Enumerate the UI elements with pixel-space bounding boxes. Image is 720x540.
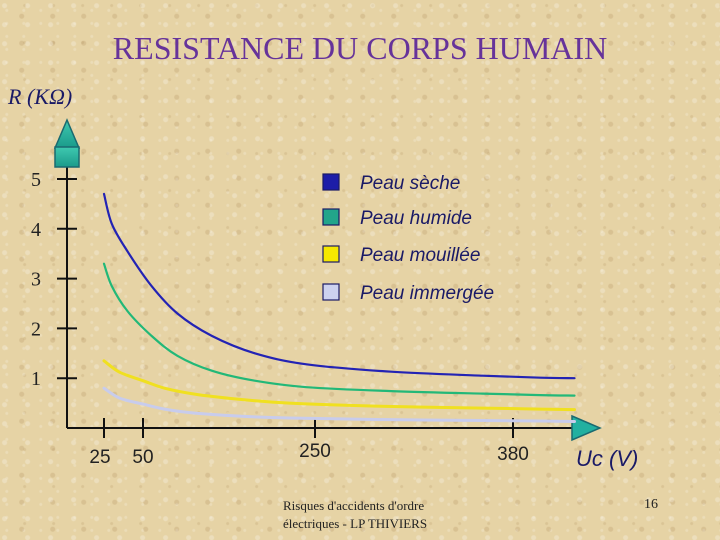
legend-peau-mouillee: Peau mouillée (322, 245, 480, 266)
page-number: 16 (644, 497, 658, 512)
y-axis-arrow-base (54, 146, 80, 168)
series-line-peau-seche (102, 192, 576, 380)
series-line-peau-humide (102, 262, 576, 397)
legend-peau-seche: Peau sèche (322, 173, 460, 194)
legend-label: Peau mouillée (360, 245, 480, 266)
footer-text: Risques d'accidents d'ordre électriques … (283, 498, 428, 531)
legend-swatch (322, 245, 340, 263)
legend-swatch (322, 208, 340, 226)
x-axis-arrow (571, 414, 602, 442)
x-tick-label: 25 (89, 447, 110, 468)
slide-title: RESISTANCE DU CORPS HUMAIN (112, 30, 608, 66)
y-tick-label: 3 (31, 269, 41, 291)
series-line-peau-immergee (102, 386, 576, 423)
legend-peau-humide: Peau humide (322, 208, 472, 229)
legend-label: Peau humide (360, 208, 472, 229)
y-axis-label: R (KΩ) (8, 84, 73, 109)
y-tick-label: 2 (31, 318, 41, 340)
x-tick-label: 380 (497, 444, 529, 465)
x-tick-label: 250 (299, 441, 331, 462)
legend-label: Peau immergée (360, 283, 494, 304)
y-axis-arrow (53, 118, 81, 149)
y-tick-label: 5 (31, 169, 41, 191)
legend-swatch (322, 283, 340, 301)
y-tick-label: 1 (31, 368, 41, 390)
x-tick-label: 50 (132, 447, 153, 468)
series-line-peau-mouillee (102, 359, 576, 412)
x-axis-label: Uc (V) (576, 446, 638, 471)
legend-swatch (322, 173, 340, 191)
y-tick-label: 4 (31, 219, 41, 241)
legend-peau-immergee: Peau immergée (322, 283, 494, 304)
legend-label: Peau sèche (360, 173, 460, 194)
